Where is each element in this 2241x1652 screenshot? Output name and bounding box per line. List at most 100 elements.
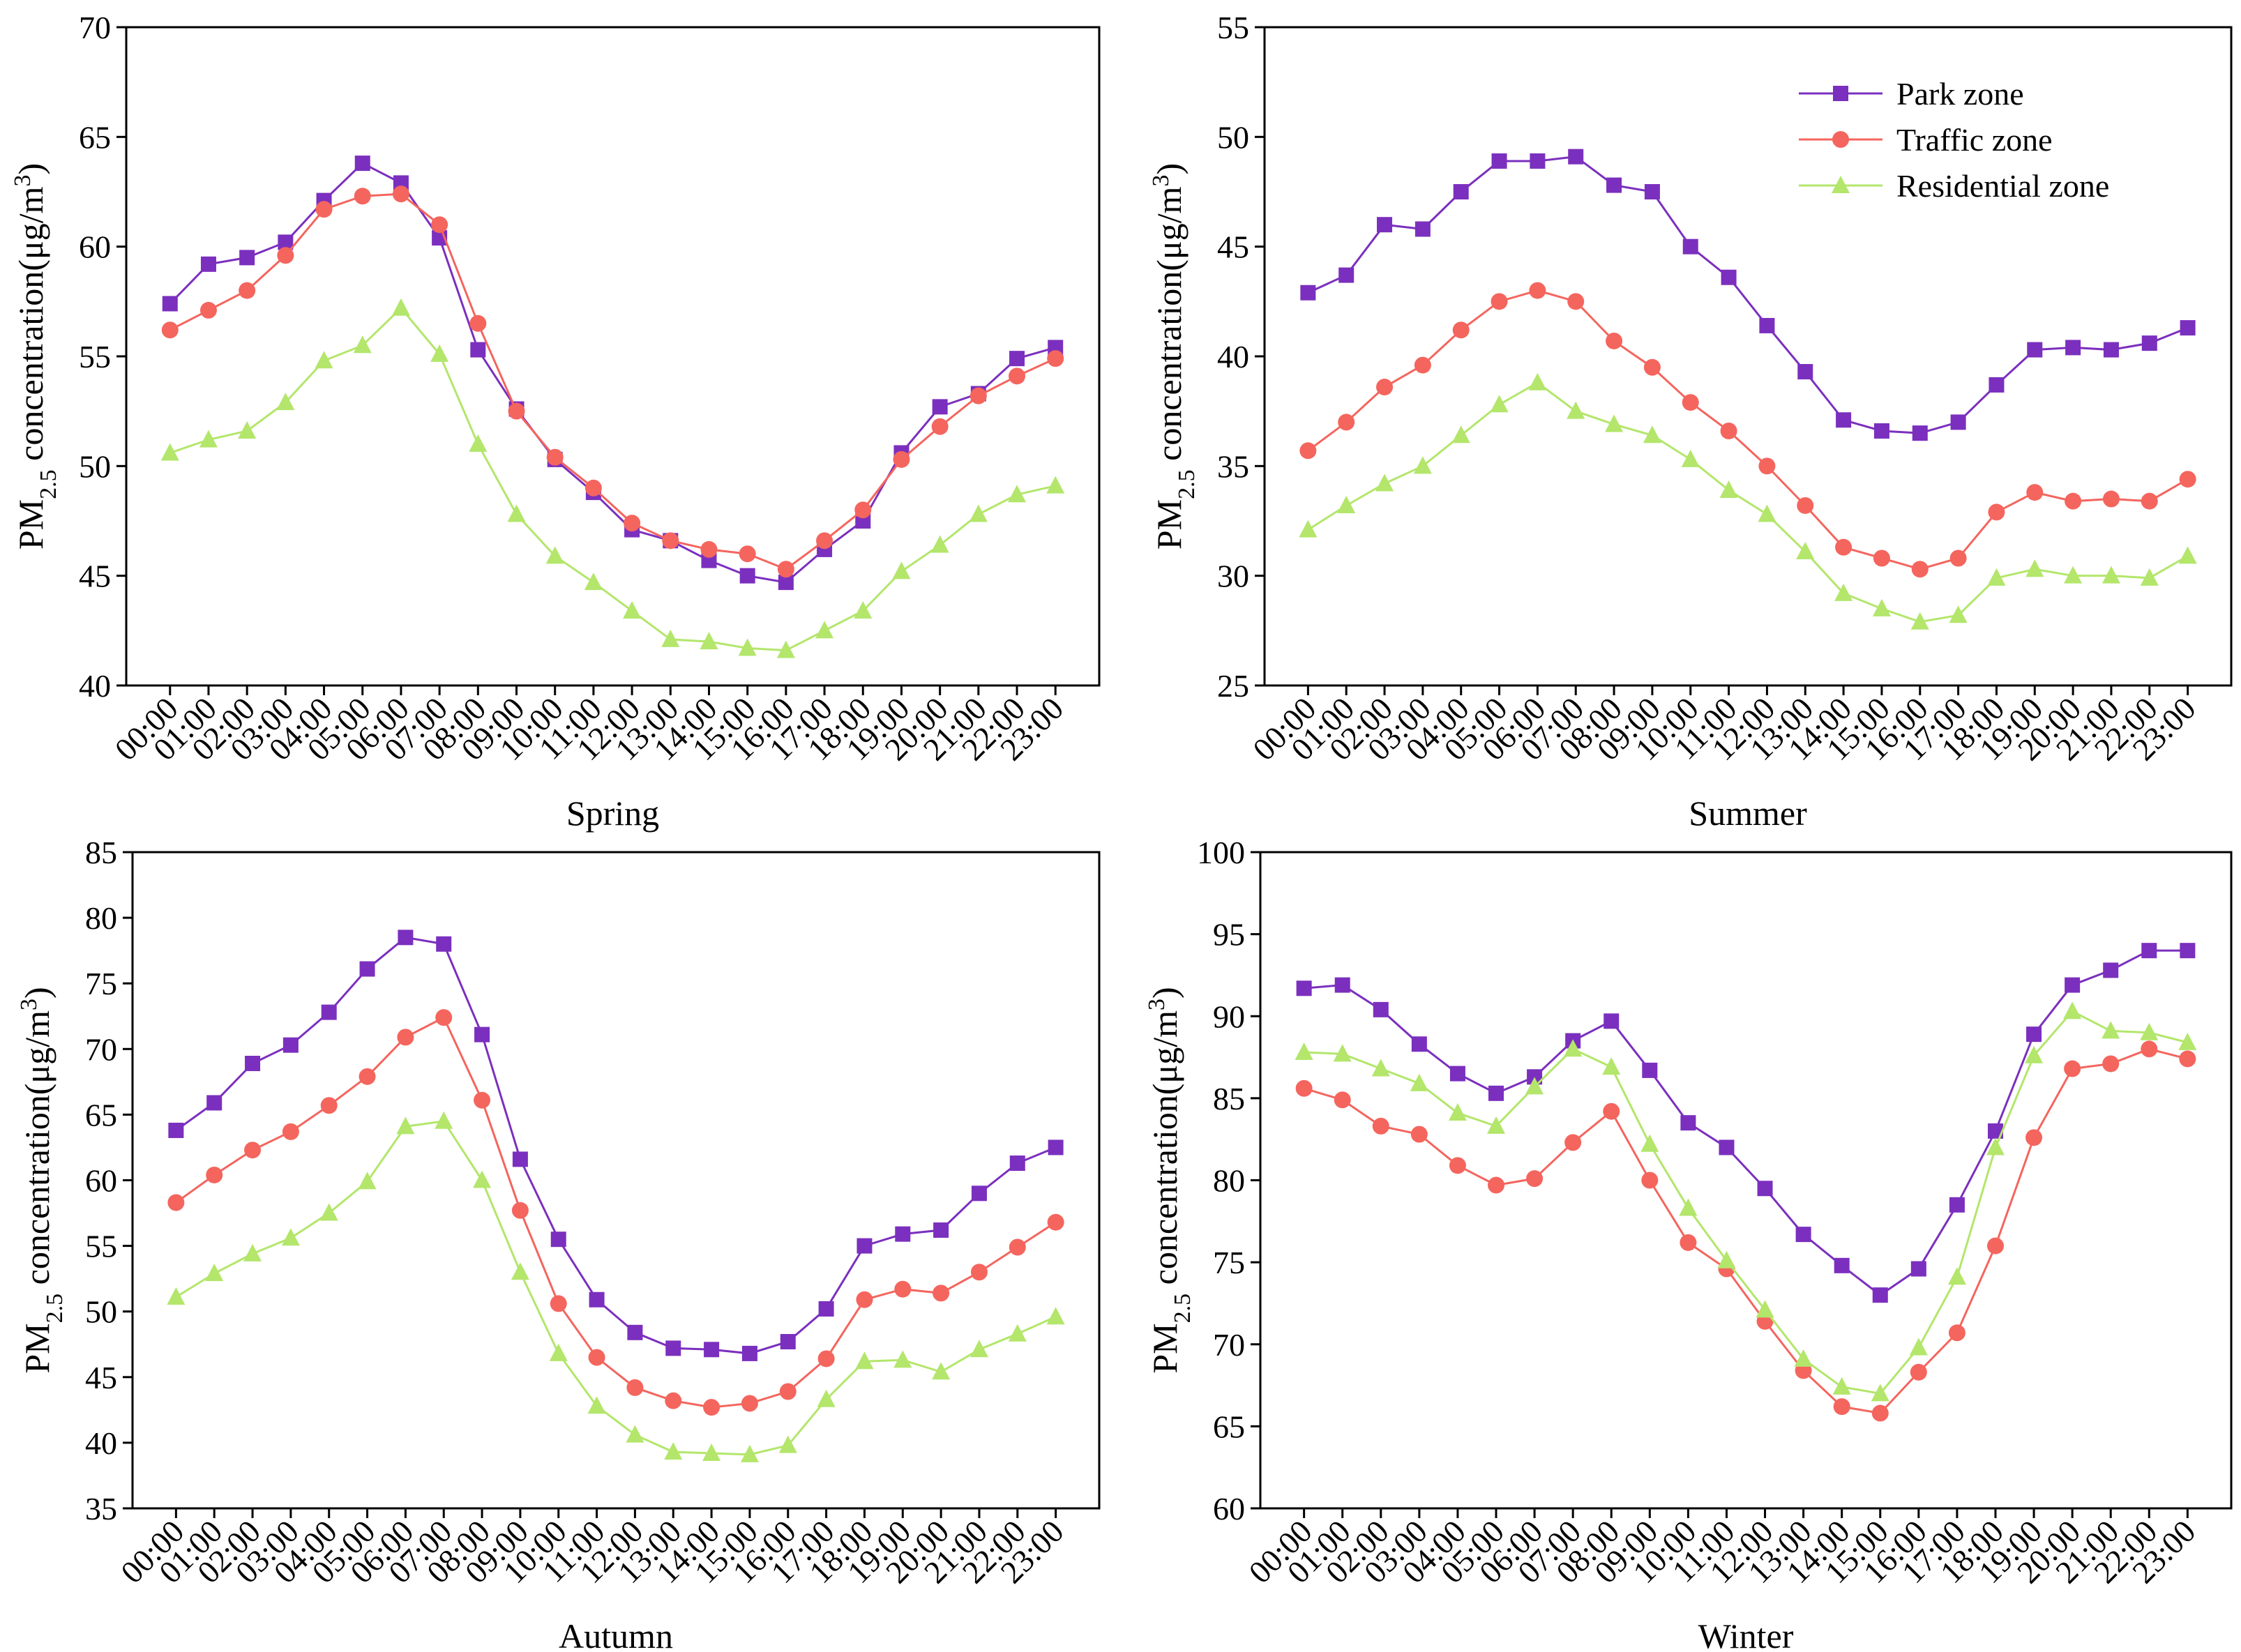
y-tick-label: 100 <box>1197 835 1245 870</box>
y-tick-label: 35 <box>85 1491 117 1526</box>
marker <box>933 1222 949 1238</box>
legend-label: Park zone <box>1896 76 2024 112</box>
marker <box>2103 342 2119 358</box>
marker <box>2025 559 2044 577</box>
marker <box>1338 414 1355 431</box>
marker <box>1448 1103 1467 1121</box>
marker <box>2064 1060 2081 1077</box>
y-axis-label: PM2.5 concentration(μg/m3) <box>10 163 61 550</box>
marker <box>1488 1176 1505 1194</box>
marker <box>1834 583 1853 601</box>
marker <box>2064 566 2083 584</box>
marker <box>1680 1115 1696 1131</box>
y-tick-label: 90 <box>1213 999 1245 1034</box>
marker <box>239 250 255 266</box>
marker <box>2179 1050 2196 1068</box>
marker <box>1372 1117 1389 1135</box>
y-axis-label-part: 3 <box>16 999 42 1010</box>
marker <box>1606 177 1622 193</box>
marker <box>1988 503 2005 521</box>
y-tick-label: 75 <box>85 966 117 1001</box>
marker <box>1758 457 1776 475</box>
marker <box>1564 1134 1582 1151</box>
marker <box>205 1264 224 1282</box>
series-line <box>175 1016 1057 1409</box>
marker <box>321 1004 337 1020</box>
chart-panel: 606570758085909510000:0001:0002:0003:000… <box>1144 835 2233 1652</box>
marker <box>358 1172 377 1190</box>
marker <box>704 1342 720 1358</box>
marker <box>778 575 794 591</box>
marker <box>931 418 949 435</box>
marker <box>354 188 371 205</box>
marker <box>281 1228 300 1246</box>
marker <box>817 1389 836 1407</box>
marker <box>2027 342 2043 358</box>
marker <box>1797 364 1813 380</box>
marker <box>1795 1227 1811 1243</box>
marker <box>1048 1139 1064 1155</box>
y-tick-label: 40 <box>1217 339 1249 374</box>
marker <box>2025 1045 2044 1063</box>
marker <box>623 601 642 619</box>
x-axis-label: Spring <box>566 794 659 833</box>
marker <box>2140 1022 2159 1040</box>
marker <box>282 1123 299 1140</box>
y-axis-label-part: ) <box>1145 987 1184 999</box>
marker <box>469 434 488 452</box>
marker <box>396 1116 415 1135</box>
legend-label: Traffic zone <box>1896 122 2053 158</box>
series-line <box>169 192 1056 570</box>
y-axis-label-part: PM <box>1145 1323 1184 1373</box>
marker <box>1377 217 1393 233</box>
series-line <box>1307 381 2189 623</box>
marker <box>1986 1237 2004 1255</box>
marker <box>1047 1213 1064 1231</box>
marker <box>1757 1181 1773 1197</box>
marker <box>2063 1001 2082 1020</box>
marker <box>1604 1013 1620 1029</box>
marker <box>1333 1044 1352 1062</box>
marker <box>2103 962 2119 978</box>
marker <box>1526 1170 1544 1188</box>
marker <box>1871 1384 1889 1402</box>
marker <box>1836 412 1852 428</box>
marker <box>549 1343 568 1361</box>
marker <box>1832 176 1850 193</box>
marker <box>818 1301 834 1317</box>
marker <box>315 201 333 218</box>
marker <box>319 1203 338 1221</box>
marker <box>1679 1198 1698 1216</box>
marker <box>238 420 257 439</box>
marker <box>1338 267 1355 283</box>
marker <box>1009 1238 1026 1256</box>
marker <box>1873 423 1889 439</box>
marker <box>1987 568 2006 586</box>
marker <box>2141 1040 2158 1058</box>
marker <box>243 1243 262 1261</box>
marker <box>160 443 179 461</box>
marker <box>162 296 178 312</box>
marker <box>168 1122 184 1138</box>
marker <box>1947 1267 1966 1285</box>
legend-label: Residential zone <box>1896 168 2109 204</box>
marker <box>1410 1073 1428 1091</box>
chart-panel: 2530354045505500:0001:0002:0003:0004:000… <box>1148 10 2233 833</box>
marker <box>1606 332 1623 349</box>
marker <box>627 1324 643 1340</box>
marker <box>1642 1062 1658 1078</box>
marker <box>1682 238 1698 255</box>
marker <box>778 1435 797 1453</box>
marker <box>435 1009 453 1026</box>
marker <box>1299 520 1318 538</box>
marker <box>2102 1021 2120 1039</box>
y-axis-label-part: 2.5 <box>42 1294 68 1324</box>
marker <box>1564 1039 1583 1057</box>
marker <box>1680 1234 1697 1251</box>
marker <box>1568 149 1584 165</box>
y-axis-label-part: 2.5 <box>1170 1294 1195 1324</box>
marker <box>1796 542 1815 560</box>
y-tick-label: 70 <box>1213 1327 1245 1363</box>
marker <box>167 1287 186 1305</box>
marker <box>1949 1197 1965 1213</box>
